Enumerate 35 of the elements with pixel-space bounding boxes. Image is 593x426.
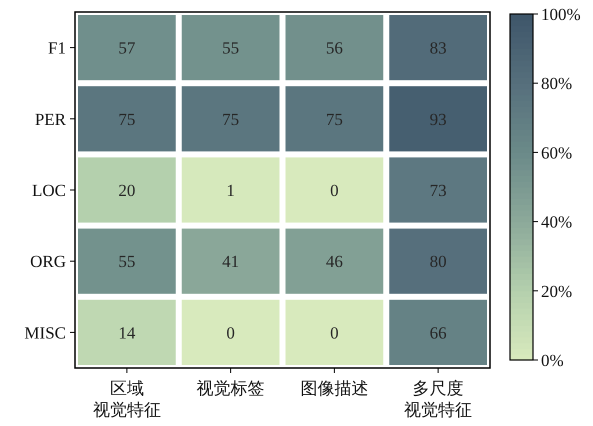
y-tick-label: MISC: [24, 323, 66, 342]
data-label: 0: [226, 323, 235, 342]
data-label: 75: [118, 110, 136, 129]
data-label: 46: [326, 252, 343, 272]
data-label: 14: [118, 323, 136, 342]
color-bar-label: 100%: [541, 5, 581, 24]
data-label: 41: [222, 252, 240, 272]
data-label: 0: [330, 181, 339, 200]
data-label: 93: [430, 110, 447, 129]
color-bar-label: 40%: [541, 212, 572, 232]
data-label: 75: [326, 110, 343, 129]
data-label: 83: [430, 38, 447, 58]
data-label: 1: [226, 181, 235, 200]
color-bar-label: 20%: [541, 282, 572, 301]
color-bar-label: 80%: [541, 74, 572, 94]
x-tick-label: 图像描述: [300, 379, 368, 398]
x-tick-label: 视觉标签: [196, 379, 265, 398]
x-tick-label: 区域视觉特征: [92, 379, 161, 420]
y-tick-label: PER: [34, 110, 67, 129]
data-label: 57: [118, 38, 136, 58]
data-label: 55: [118, 252, 136, 272]
data-label: 20: [118, 181, 136, 200]
data-label: 56: [326, 38, 343, 58]
data-label: 75: [222, 110, 240, 129]
data-label: 66: [430, 323, 447, 342]
color-bar-label: 0%: [541, 351, 564, 370]
data-label: 73: [430, 181, 447, 200]
data-label: 80: [430, 252, 447, 272]
data-label: 0: [330, 323, 339, 342]
x-tick-label: 多尺度视觉特征: [404, 379, 472, 420]
color-bar-label: 60%: [541, 143, 572, 162]
y-tick-label: ORG: [30, 252, 66, 272]
data-label: 55: [222, 38, 240, 58]
y-tick-label: LOC: [32, 181, 66, 200]
y-tick-label: F1: [48, 38, 66, 58]
